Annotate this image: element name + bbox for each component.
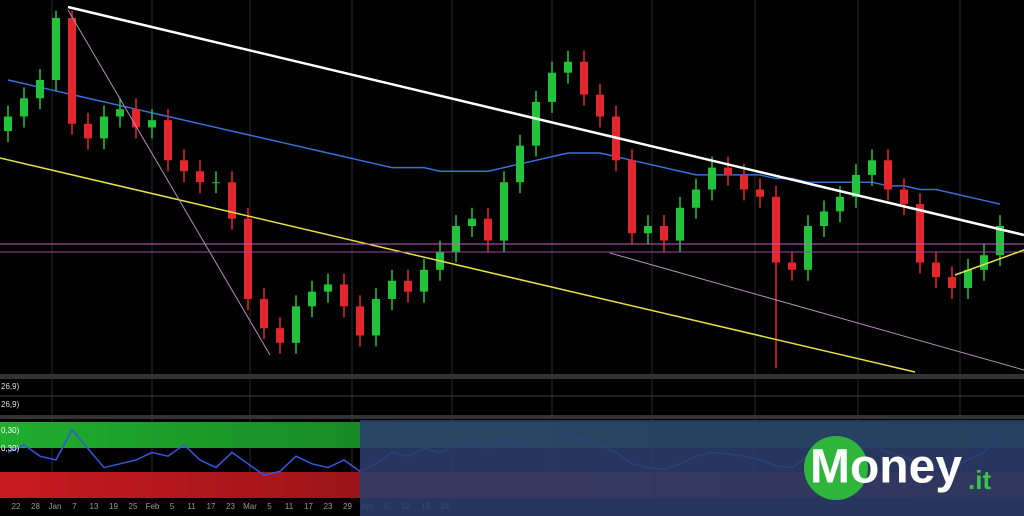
candle-body [324, 284, 332, 292]
x-tick-label: 13 [90, 502, 99, 511]
x-tick-label: 5 [267, 502, 272, 511]
candle-body [804, 226, 812, 270]
legend-label: 0,30) [1, 426, 20, 435]
candle-body [980, 255, 988, 270]
candle-body [164, 120, 172, 161]
candle-body [500, 182, 508, 241]
candle-body [596, 94, 604, 117]
candle-body [900, 189, 908, 205]
candle-body [964, 269, 972, 289]
logo-suffix: .it [968, 465, 991, 495]
candle-body [788, 262, 796, 270]
panel-divider [0, 415, 1024, 419]
candle-body [692, 189, 700, 208]
candle-body [148, 120, 156, 128]
candle-body [772, 196, 780, 263]
candle-body [452, 226, 460, 252]
candle-body [468, 218, 476, 226]
candle-body [260, 299, 268, 329]
candle-body [388, 280, 396, 299]
candle-body [996, 226, 1004, 256]
legend-label: 26,9) [1, 382, 20, 391]
candle-body [916, 204, 924, 263]
candle-body [884, 160, 892, 190]
candle-body [276, 328, 284, 343]
candle-body [292, 306, 300, 343]
candle-body [132, 109, 140, 128]
x-tick-label: Feb [146, 502, 160, 511]
x-tick-label: Mar [243, 502, 257, 511]
candle-body [68, 17, 76, 124]
candle-body [740, 174, 748, 190]
candle-body [196, 171, 204, 183]
candle-body [948, 277, 956, 289]
candle-body [676, 207, 684, 241]
candle-body [644, 226, 652, 234]
candle-body [212, 182, 220, 184]
candle-body [228, 182, 236, 219]
candle-body [404, 280, 412, 292]
x-tick-label: 25 [129, 502, 138, 511]
x-tick-label: 7 [72, 502, 77, 511]
candle-body [180, 160, 188, 172]
candle-body [516, 145, 524, 183]
x-tick-label: 17 [304, 502, 313, 511]
candle-body [708, 167, 716, 190]
candle-body [20, 98, 28, 117]
candle-body [868, 160, 876, 175]
candle-body [356, 306, 364, 336]
candle-body [836, 196, 844, 212]
candle-body [116, 109, 124, 117]
candle-body [932, 262, 940, 278]
candle-body [532, 101, 540, 146]
x-tick-label: 28 [31, 502, 40, 511]
x-tick-label: 11 [187, 502, 196, 511]
candle-body [244, 218, 252, 299]
candle-body [52, 17, 60, 80]
candle-body [852, 174, 860, 197]
x-tick-label: 23 [226, 502, 235, 511]
candle-body [580, 61, 588, 95]
panel-divider [0, 374, 1024, 379]
candle-body [548, 72, 556, 102]
candle-body [484, 218, 492, 241]
x-tick-label: Jan [49, 502, 62, 511]
x-tick-label: 17 [207, 502, 216, 511]
legend-label: 0,30) [1, 444, 20, 453]
logo-name: Money [810, 441, 962, 494]
candle-body [628, 160, 636, 234]
candle-body [308, 291, 316, 307]
trendlines [0, 5, 1024, 373]
candle-body [100, 116, 108, 139]
x-tick-label: 19 [109, 502, 118, 511]
candle-body [4, 116, 12, 132]
candle-body [660, 226, 668, 241]
x-tick-label: 29 [343, 502, 352, 511]
moving-average [7, 79, 1001, 205]
candle-body [340, 284, 348, 307]
candle-body [564, 61, 572, 73]
candle-body [820, 211, 828, 226]
candle-body [36, 80, 44, 99]
x-tick-label: 11 [285, 502, 294, 511]
candle-body [84, 123, 92, 139]
legend-label: 26,9) [1, 400, 20, 409]
candle-body [420, 269, 428, 292]
x-tick-label: 22 [12, 502, 21, 511]
candle-body [756, 189, 764, 197]
candle-body [724, 167, 732, 175]
x-tick-label: 5 [170, 502, 175, 511]
logo-circle [804, 436, 868, 500]
candle-body [372, 299, 380, 336]
banner [360, 420, 1024, 516]
x-tick-label: 23 [324, 502, 333, 511]
